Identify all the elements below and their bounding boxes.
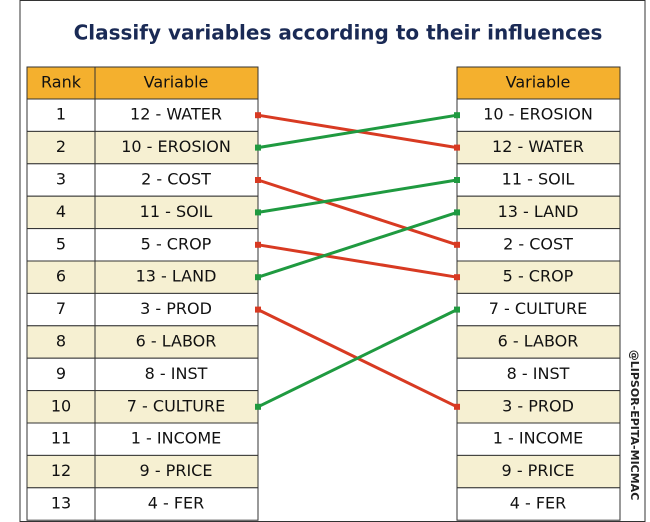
variable-cell [94, 487, 259, 521]
variable-cell [94, 228, 259, 262]
link-end [255, 209, 261, 216]
rank-text: 13 [51, 494, 71, 513]
rank-text: 7 [56, 299, 66, 318]
variable-cell [456, 454, 621, 489]
header-cell [94, 66, 259, 100]
link-end [454, 274, 460, 281]
link-end [454, 177, 460, 183]
variable-cell [94, 357, 259, 392]
variable-text: 11 - SOIL [502, 170, 575, 189]
rank-text: 8 [56, 332, 66, 351]
variable-text: 4 - FER [510, 494, 567, 513]
link-line [257, 178, 458, 247]
variable-text: 7 - CULTURE [489, 299, 587, 318]
link-line [257, 178, 458, 214]
rank-cell [26, 357, 96, 392]
rank-text: 2 [56, 137, 66, 156]
variable-text: 6 - LABOR [498, 332, 579, 351]
variable-text: 9 - PRICE [140, 461, 213, 480]
variable-text: 4 - FER [148, 494, 205, 513]
variable-cell [94, 325, 259, 359]
link-end [454, 209, 460, 216]
link-line [257, 308, 458, 409]
link-end [454, 241, 460, 248]
variable-cell [456, 163, 621, 197]
variable-text: 8 - INST [507, 364, 570, 383]
variable-cell [94, 260, 259, 294]
link-end [454, 144, 460, 151]
rank-cell [26, 390, 96, 424]
link-end [255, 403, 261, 410]
variable-text: 3 - PROD [502, 396, 574, 415]
variable-cell [94, 454, 259, 489]
header-text: Variable [144, 73, 209, 92]
rank-text: 4 [56, 202, 66, 221]
variable-text: 5 - CROP [503, 267, 574, 286]
variable-cell [456, 390, 621, 424]
rank-cell [26, 325, 96, 359]
header-cell [26, 66, 96, 100]
rank-cell [26, 487, 96, 521]
link-end [454, 306, 460, 313]
link-end [255, 274, 261, 281]
rank-text: 6 [56, 267, 66, 286]
copyright: @LIPSOR-EPITA-MICMAC [628, 350, 641, 501]
rank-cell [26, 454, 96, 489]
variable-text: 10 - EROSION [483, 105, 593, 124]
variable-text: 9 - PRICE [502, 461, 575, 480]
link-end [255, 144, 261, 151]
rank-text: 10 [51, 396, 71, 415]
variable-text: 1 - INCOME [493, 429, 584, 448]
link-end [255, 112, 261, 119]
variable-cell [456, 260, 621, 294]
variable-cell [456, 487, 621, 521]
variable-cell [94, 130, 259, 165]
title: Classify variables according to their in… [74, 21, 603, 45]
variable-text: 7 - CULTURE [127, 396, 225, 415]
header-text: Variable [506, 73, 571, 92]
link-end [255, 241, 261, 248]
variable-text: 12 - WATER [130, 105, 222, 124]
variable-text: 2 - COST [141, 170, 211, 189]
variable-cell [94, 163, 259, 197]
variable-text: 12 - WATER [492, 137, 584, 156]
variable-text: 8 - INST [145, 364, 208, 383]
variable-cell [456, 292, 621, 327]
variable-cell [94, 422, 259, 456]
rank-text: 1 [56, 105, 66, 124]
link-line [257, 243, 458, 279]
header-text: Rank [41, 73, 82, 92]
link-line [257, 113, 458, 150]
link-end [255, 177, 261, 183]
variable-text: 13 - LAND [136, 267, 217, 286]
variable-text: 13 - LAND [498, 202, 579, 221]
rank-cell [26, 292, 96, 327]
link-line [257, 210, 458, 279]
variable-text: 1 - INCOME [131, 429, 222, 448]
variable-cell [94, 292, 259, 327]
link-end [454, 112, 460, 119]
link-end [255, 306, 261, 313]
link-end [454, 403, 460, 410]
rank-text: 3 [56, 170, 66, 189]
variable-cell [456, 98, 621, 132]
variable-text: 2 - COST [503, 234, 573, 253]
rank-text: 5 [56, 234, 66, 253]
header-cell [456, 66, 621, 100]
rank-text: 12 [51, 461, 71, 480]
variable-cell [94, 195, 259, 230]
variable-text: 6 - LABOR [136, 332, 217, 351]
variable-cell [456, 357, 621, 392]
variable-text: 3 - PROD [140, 299, 212, 318]
rank-text: 9 [56, 364, 66, 383]
variable-cell [94, 98, 259, 132]
rank-text: 11 [51, 429, 71, 448]
variable-text: 10 - EROSION [121, 137, 231, 156]
variable-text: 5 - CROP [141, 234, 212, 253]
variable-text: 11 - SOIL [140, 202, 213, 221]
